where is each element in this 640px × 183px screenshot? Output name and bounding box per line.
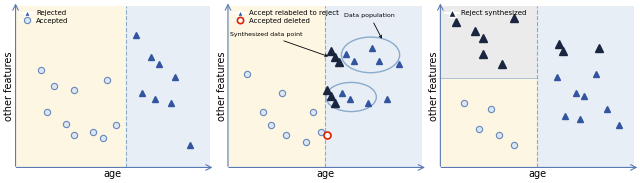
Bar [126, 5, 209, 167]
X-axis label: age: age [104, 169, 122, 179]
Legend: Reject synthesized: Reject synthesized [444, 9, 528, 18]
Y-axis label: other features: other features [429, 52, 439, 121]
Y-axis label: other features: other features [4, 52, 14, 121]
Text: Synthesized data point: Synthesized data point [230, 32, 327, 56]
Bar [440, 5, 538, 78]
Bar [228, 5, 325, 167]
Legend: Accept relabeled to reject, Accepted deleted: Accept relabeled to reject, Accepted del… [232, 9, 340, 25]
Bar [440, 78, 538, 167]
Text: Data population: Data population [344, 13, 395, 38]
X-axis label: age: age [528, 169, 547, 179]
Bar [538, 5, 634, 167]
Legend: Rejected, Accepted: Rejected, Accepted [19, 9, 70, 25]
Bar [15, 5, 126, 167]
X-axis label: age: age [316, 169, 334, 179]
Y-axis label: other features: other features [216, 52, 227, 121]
Bar [325, 5, 422, 167]
